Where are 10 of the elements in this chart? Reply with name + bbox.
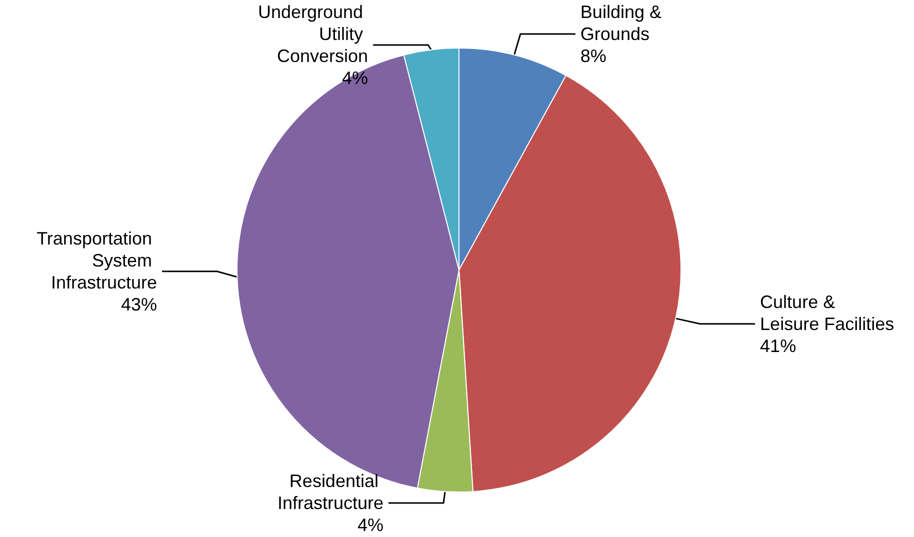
slice-label: Building & Grounds [580, 2, 666, 44]
data-label: 43% [120, 294, 158, 314]
slice-label: Residential Infrastructure [277, 471, 384, 513]
data-label: 8% [580, 46, 606, 66]
data-label: 4% [342, 68, 368, 88]
slice-label: Underground Utility Conversion [258, 2, 368, 66]
data-label: 41% [760, 336, 796, 356]
slice-label: Culture & Leisure Facilities [760, 292, 894, 334]
data-label: 4% [357, 515, 384, 535]
slice-label: Transportation System Infrastructure [36, 228, 158, 292]
